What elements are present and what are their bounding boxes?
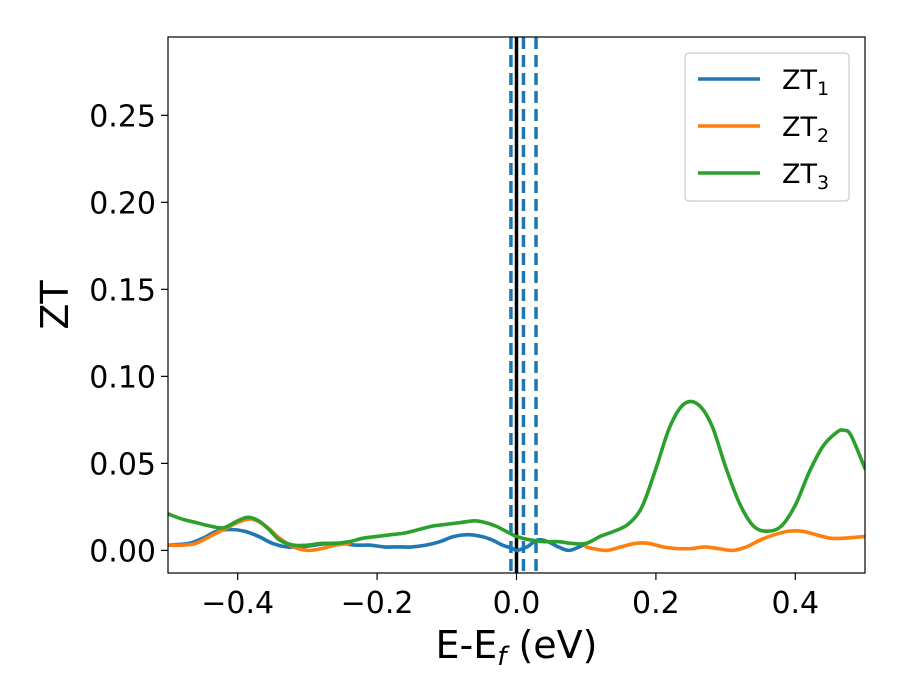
- x-tick-label: 0.4: [771, 586, 819, 621]
- legend-label-2: ZT2: [782, 112, 829, 147]
- y-tick-label: 0.25: [89, 99, 156, 134]
- y-tick-label: 0.00: [89, 534, 156, 569]
- legend-items: ZT1 ZT2 ZT3: [698, 65, 829, 194]
- vertical-lines: [509, 37, 538, 573]
- series-lines: [168, 399, 865, 553]
- x-axis-ticks: −0.4 −0.2 0.0 0.2 0.4: [201, 573, 819, 621]
- x-tick-label: −0.2: [341, 586, 414, 621]
- y-axis-title: ZT: [33, 280, 77, 330]
- y-tick-label: 0.20: [89, 186, 156, 221]
- x-tick-label: 0.2: [632, 586, 680, 621]
- series-line-1: [168, 527, 588, 553]
- legend-box: [684, 52, 850, 202]
- series-line-3: [168, 399, 865, 548]
- y-tick-label: 0.15: [89, 273, 156, 308]
- y-axis-ticks: 0.00 0.05 0.10 0.15 0.20 0.25: [89, 99, 168, 569]
- x-tick-label: −0.4: [201, 586, 274, 621]
- y-tick-label: 0.10: [89, 360, 156, 395]
- x-axis-title: E-Ef (eV): [436, 623, 598, 672]
- x-tick-label: 0.0: [493, 586, 541, 621]
- x-axis-title-main: E-E: [436, 623, 498, 667]
- legend-label-3: ZT3: [782, 159, 829, 194]
- legend: ZT1 ZT2 ZT3: [684, 52, 850, 202]
- legend-label-1: ZT1: [782, 65, 829, 100]
- y-tick-label: 0.05: [89, 447, 156, 482]
- x-axis-title-unit: (eV): [506, 623, 597, 667]
